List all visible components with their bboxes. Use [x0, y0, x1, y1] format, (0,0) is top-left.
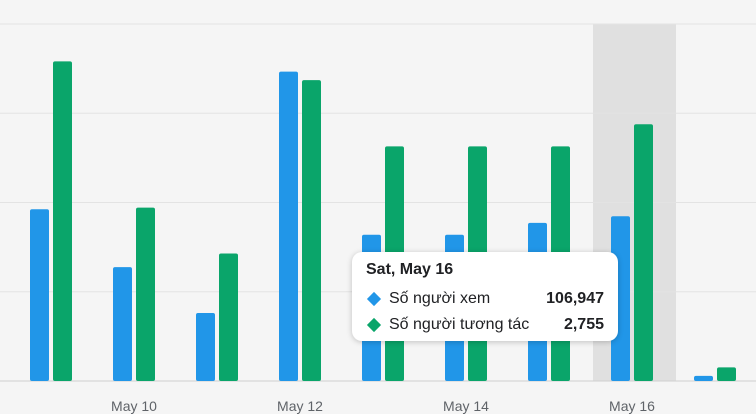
- tooltip-legend-diamond-icon: [366, 317, 382, 333]
- x-tick-label: May 12: [277, 398, 323, 414]
- bar-engagement-0[interactable]: [53, 61, 72, 382]
- bar-engagement-7[interactable]: [634, 124, 653, 382]
- bar-engagement-1[interactable]: [136, 207, 155, 381]
- tooltip-date: Sat, May 16: [366, 261, 454, 278]
- bar-viewers-0[interactable]: [30, 209, 49, 381]
- bar-viewers-1[interactable]: [113, 267, 132, 381]
- x-tick-label: May 16: [609, 398, 655, 414]
- tooltip-row-viewers: Số người xem 106,947: [366, 286, 604, 312]
- x-tick-label: May 14: [443, 398, 489, 414]
- bar-engagement-3[interactable]: [302, 80, 321, 381]
- tooltip-series-name: Số người xem: [389, 290, 491, 307]
- bar-viewers-3[interactable]: [279, 71, 298, 381]
- tooltip-series-value: 106,947: [546, 290, 604, 307]
- chart-tooltip: Sat, May 16 Số người xem 106,947 Số ngườ…: [352, 252, 618, 341]
- x-axis-ticks: May 10 May 12 May 14 May 16: [111, 398, 655, 414]
- tooltip-row-engagement: Số người tương tác 2,755: [366, 312, 604, 338]
- tooltip-series-name: Số người tương tác: [389, 316, 530, 333]
- x-tick-label: May 10: [111, 398, 157, 414]
- tooltip-series-value: 2,755: [563, 316, 604, 333]
- tooltip-legend-diamond-icon: [366, 291, 382, 307]
- bar-viewers-8[interactable]: [694, 375, 713, 381]
- bar-engagement-8[interactable]: [717, 367, 736, 381]
- bar-engagement-2[interactable]: [219, 253, 238, 382]
- bar-viewers-2[interactable]: [196, 313, 215, 381]
